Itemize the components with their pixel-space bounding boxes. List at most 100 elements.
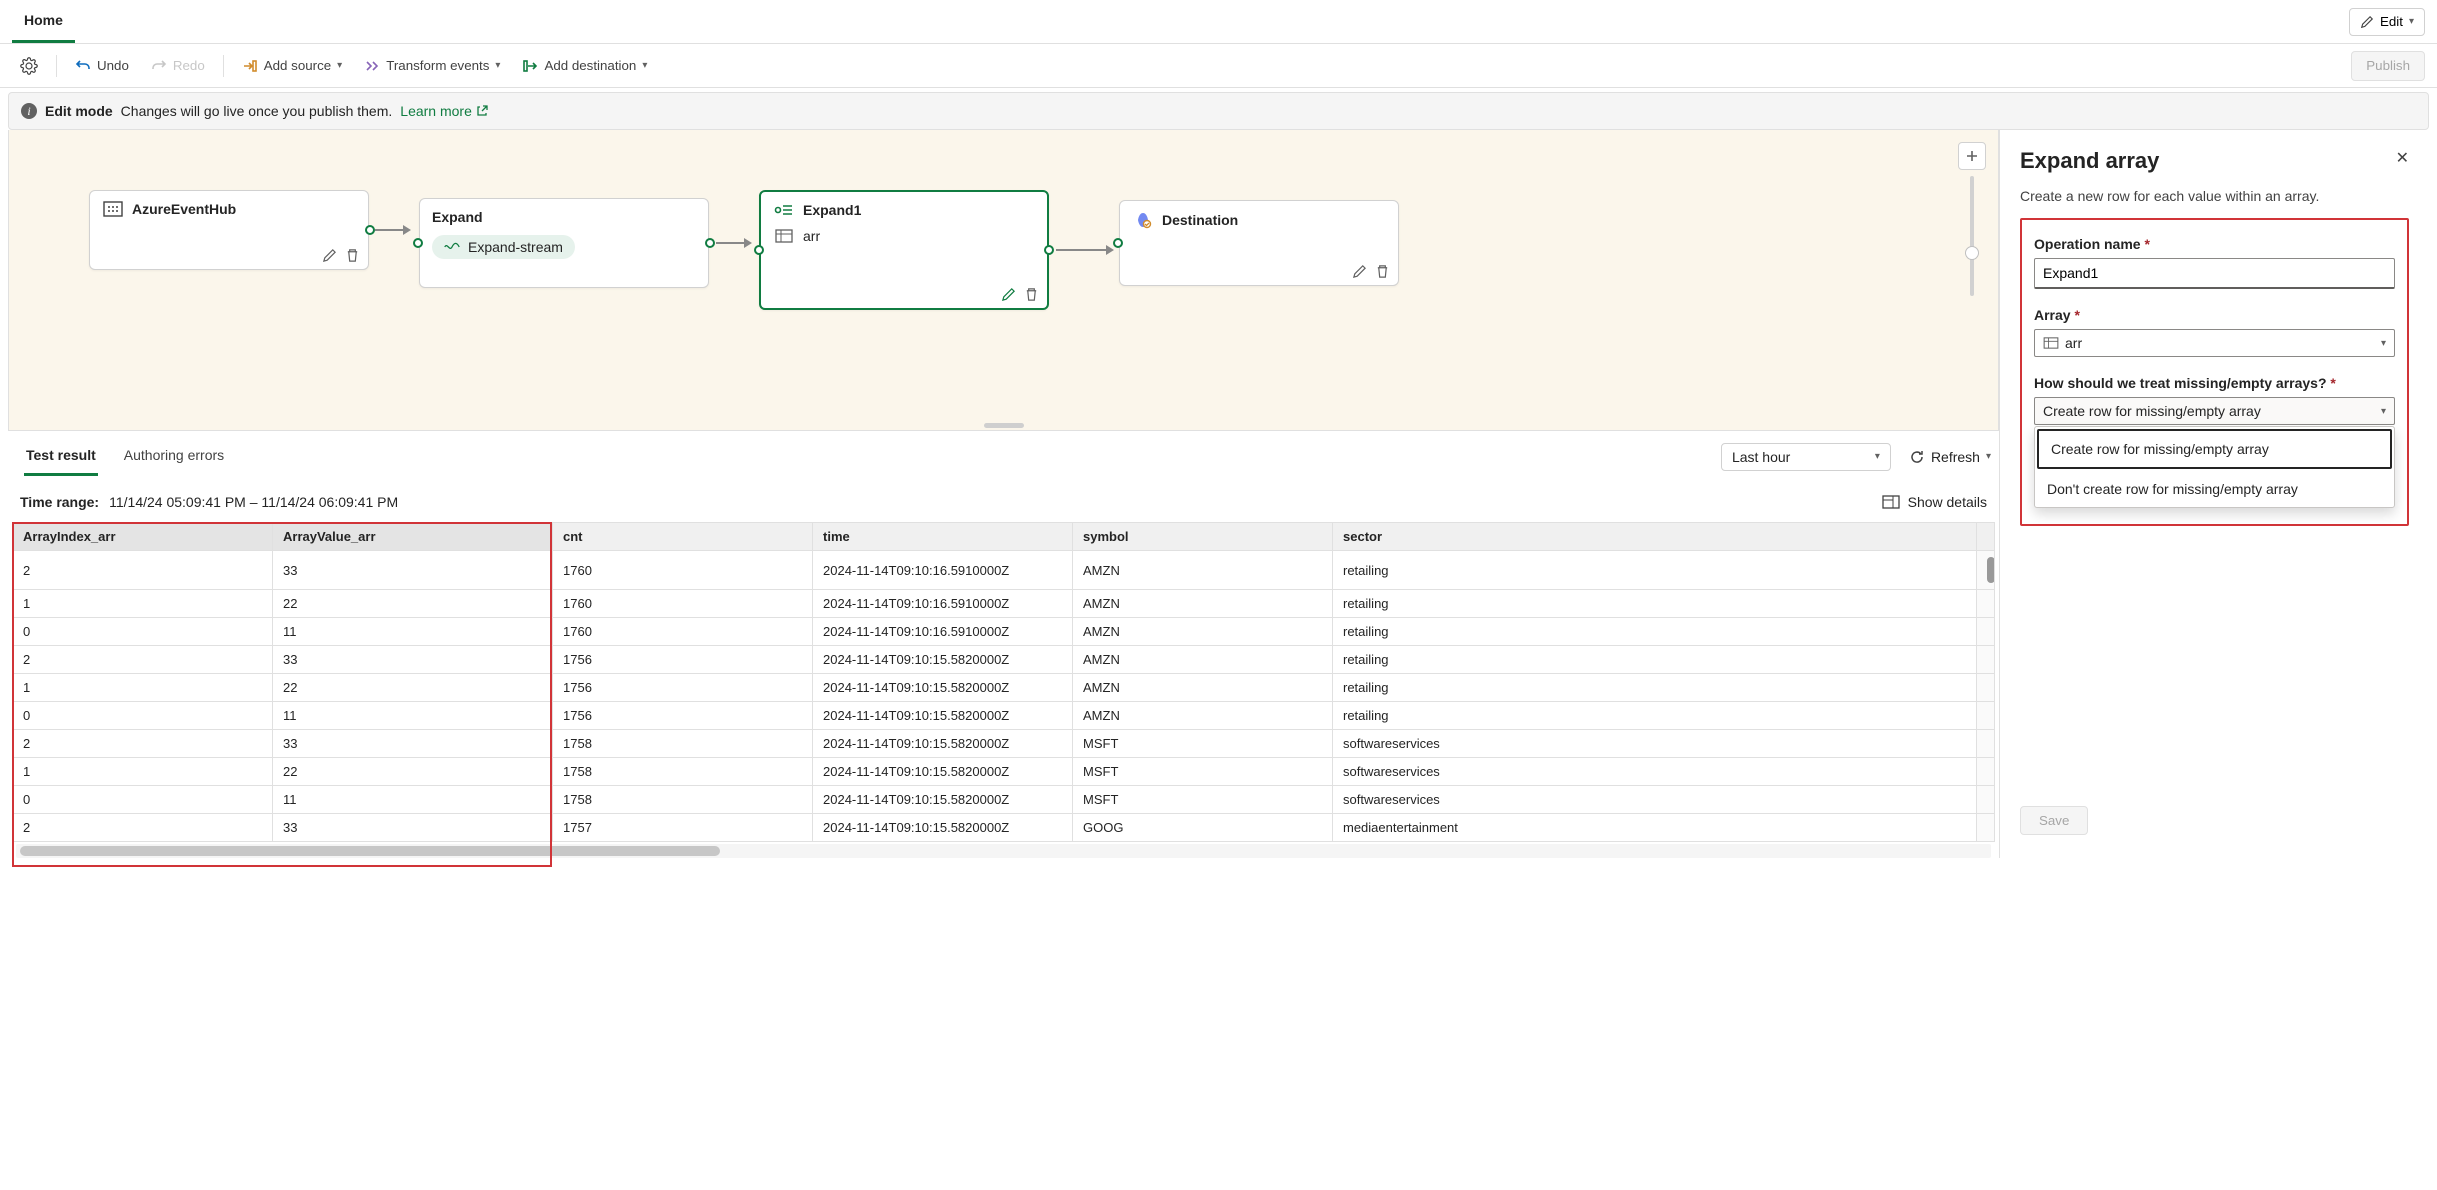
- panel-header: Expand array ✕: [2020, 148, 2409, 174]
- redo-button[interactable]: Redo: [143, 50, 213, 82]
- main-area: AzureEventHub Expand Expand-stream: [8, 130, 2429, 858]
- transform-button[interactable]: Transform events ▾: [356, 50, 508, 82]
- table-cell: AMZN: [1073, 618, 1333, 646]
- column-header[interactable]: sector: [1333, 523, 1977, 551]
- add-destination-button[interactable]: Add destination ▾: [514, 50, 655, 82]
- column-header[interactable]: ArrayValue_arr: [273, 523, 553, 551]
- chevron-down-icon: ▾: [2409, 16, 2414, 27]
- port-out[interactable]: [365, 225, 375, 235]
- column-header[interactable]: ArrayIndex_arr: [13, 523, 273, 551]
- table-row[interactable]: 01117562024-11-14T09:10:15.5820000ZAMZNr…: [13, 702, 1995, 730]
- chevron-down-icon: ▾: [495, 60, 500, 71]
- node-source[interactable]: AzureEventHub: [89, 190, 369, 270]
- info-msg: Changes will go live once you publish th…: [121, 103, 393, 119]
- scrollbar-thumb[interactable]: [20, 846, 720, 856]
- port-out[interactable]: [1044, 245, 1054, 255]
- table-row[interactable]: 12217582024-11-14T09:10:15.5820000ZMSFTs…: [13, 758, 1995, 786]
- info-mode: Edit mode: [45, 103, 113, 119]
- source-in-icon: [242, 58, 258, 74]
- tab-home-label: Home: [24, 12, 63, 28]
- table-cell: 33: [273, 646, 553, 674]
- option-dont-create-row[interactable]: Don't create row for missing/empty array: [2035, 471, 2394, 507]
- missing-select[interactable]: Create row for missing/empty array ▾: [2034, 397, 2395, 425]
- port-in[interactable]: [1113, 238, 1123, 248]
- toolbar-left: Undo Redo Add source ▾ Transform events …: [12, 50, 655, 82]
- zoom-slider[interactable]: [1970, 176, 1974, 296]
- table-cell: 1: [13, 674, 273, 702]
- form-group-array: Array * arr ▾: [2034, 307, 2395, 357]
- time-window-select[interactable]: Last hour ▾: [1721, 443, 1891, 471]
- table-cell: 1: [13, 758, 273, 786]
- port-out[interactable]: [705, 238, 715, 248]
- option-label: Don't create row for missing/empty array: [2047, 481, 2298, 497]
- scroll-gutter: [1977, 730, 1995, 758]
- table-cell: retailing: [1333, 702, 1977, 730]
- table-row[interactable]: 23317572024-11-14T09:10:15.5820000ZGOOGm…: [13, 814, 1995, 842]
- array-icon: [773, 229, 795, 243]
- node-expand1[interactable]: Expand1 arr: [759, 190, 1049, 310]
- port-in[interactable]: [413, 238, 423, 248]
- details-icon: [1882, 495, 1900, 509]
- undo-button[interactable]: Undo: [67, 50, 137, 82]
- table-row[interactable]: 01117602024-11-14T09:10:16.5910000ZAMZNr…: [13, 618, 1995, 646]
- tab-test-result[interactable]: Test result: [24, 437, 98, 476]
- zoom-in-button[interactable]: [1958, 142, 1986, 170]
- table-row[interactable]: 12217562024-11-14T09:10:15.5820000ZAMZNr…: [13, 674, 1995, 702]
- port-in[interactable]: [754, 245, 764, 255]
- tab-authoring-errors[interactable]: Authoring errors: [122, 437, 226, 476]
- horizontal-scrollbar[interactable]: [16, 844, 1991, 858]
- undo-label: Undo: [97, 58, 129, 73]
- column-header[interactable]: symbol: [1073, 523, 1333, 551]
- trash-icon[interactable]: [345, 248, 360, 263]
- table-cell: 11: [273, 786, 553, 814]
- column-header[interactable]: time: [813, 523, 1073, 551]
- resize-handle[interactable]: [984, 423, 1024, 428]
- scroll-gutter: [1977, 646, 1995, 674]
- trash-icon[interactable]: [1375, 264, 1390, 279]
- close-button[interactable]: ✕: [2396, 148, 2409, 168]
- array-select[interactable]: arr ▾: [2034, 329, 2395, 357]
- chevron-down-icon: ▾: [1875, 451, 1880, 462]
- scroll-gutter: [1977, 551, 1995, 590]
- node-destination[interactable]: Destination: [1119, 200, 1399, 286]
- missing-value: Create row for missing/empty array: [2043, 403, 2261, 419]
- results-table-wrap: ArrayIndex_arrArrayValue_arrcnttimesymbo…: [8, 522, 1999, 858]
- publish-button[interactable]: Publish: [2351, 51, 2425, 81]
- table-row[interactable]: 23317602024-11-14T09:10:16.5910000ZAMZNr…: [13, 551, 1995, 590]
- table-cell: AMZN: [1073, 674, 1333, 702]
- expand-icon: [773, 202, 795, 218]
- column-header[interactable]: cnt: [553, 523, 813, 551]
- node-expand[interactable]: Expand Expand-stream: [419, 198, 709, 288]
- opname-input[interactable]: [2034, 258, 2395, 289]
- tab-home[interactable]: Home: [12, 0, 75, 43]
- edit-button[interactable]: Edit ▾: [2349, 8, 2425, 36]
- stream-chip[interactable]: Expand-stream: [432, 235, 575, 259]
- trash-icon[interactable]: [1024, 287, 1039, 302]
- pencil-icon[interactable]: [322, 248, 337, 263]
- table-row[interactable]: 23317562024-11-14T09:10:15.5820000ZAMZNr…: [13, 646, 1995, 674]
- node-body: arr: [761, 224, 1047, 254]
- table-row[interactable]: 23317582024-11-14T09:10:15.5820000ZMSFTs…: [13, 730, 1995, 758]
- table-row[interactable]: 01117582024-11-14T09:10:15.5820000ZMSFTs…: [13, 786, 1995, 814]
- option-create-row[interactable]: Create row for missing/empty array: [2037, 429, 2392, 469]
- settings-button[interactable]: [12, 50, 46, 82]
- pipeline-canvas[interactable]: AzureEventHub Expand Expand-stream: [8, 130, 1999, 430]
- scroll-gutter: [1977, 590, 1995, 618]
- edit-label: Edit: [2380, 14, 2403, 29]
- learn-more-link[interactable]: Learn more: [400, 103, 488, 119]
- table-cell: GOOG: [1073, 814, 1333, 842]
- zoom-thumb[interactable]: [1965, 246, 1979, 260]
- pencil-icon[interactable]: [1352, 264, 1367, 279]
- table-cell: 2024-11-14T09:10:15.5820000Z: [813, 786, 1073, 814]
- pencil-icon[interactable]: [1001, 287, 1016, 302]
- save-button[interactable]: Save: [2020, 806, 2088, 835]
- show-details-button[interactable]: Show details: [1882, 494, 1987, 510]
- node-actions: [1001, 287, 1039, 302]
- table-cell: 1: [13, 590, 273, 618]
- node-destination-title: Destination: [1162, 212, 1238, 228]
- add-source-button[interactable]: Add source ▾: [234, 50, 350, 82]
- opname-label-text: Operation name: [2034, 236, 2141, 252]
- table-cell: 22: [273, 590, 553, 618]
- table-row[interactable]: 12217602024-11-14T09:10:16.5910000ZAMZNr…: [13, 590, 1995, 618]
- refresh-button[interactable]: Refresh ▾: [1909, 449, 1991, 465]
